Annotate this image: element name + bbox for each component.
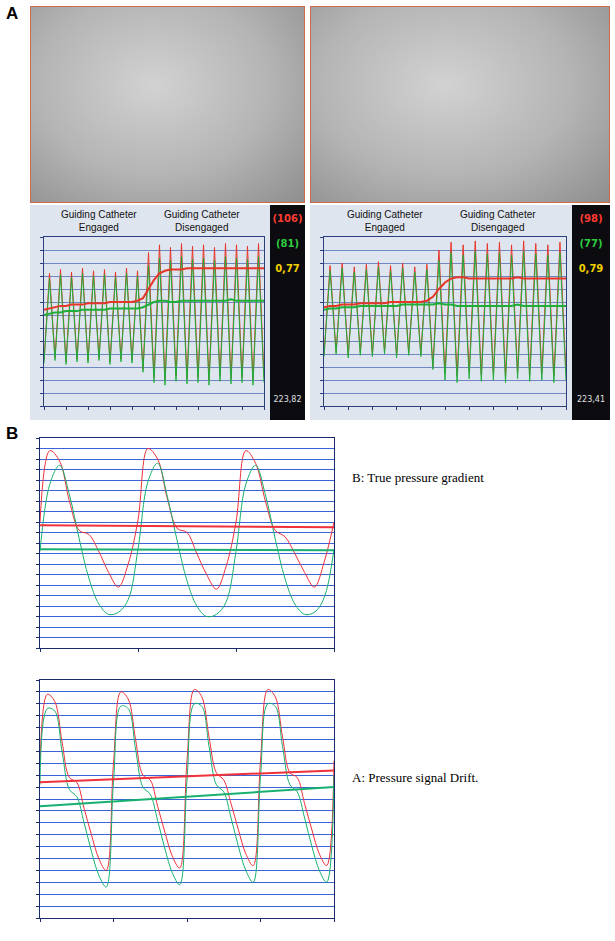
html-text:(106): (106) — [272, 213, 303, 224]
html-text:(81): (81) — [276, 238, 299, 249]
html-text:223,82: 223,82 — [273, 395, 302, 404]
svg-text:Guiding CatheterEngaged: Guiding CatheterEngaged — [347, 209, 423, 233]
svg-text:Guiding CatheterEngaged: Guiding CatheterEngaged — [61, 209, 137, 233]
html-text:B: True pressure gradient: B: True pressure gradient — [352, 470, 484, 485]
html-text:A: A — [6, 4, 19, 23]
html-text:(98): (98) — [579, 213, 603, 224]
html-text:B: B — [6, 424, 19, 443]
html-text:0,79: 0,79 — [578, 263, 604, 274]
html-text:A: Pressure signal Drift.: A: Pressure signal Drift. — [352, 770, 479, 785]
html-text:0,77: 0,77 — [275, 263, 300, 274]
html-text:(77): (77) — [579, 238, 603, 249]
html-text:223,41: 223,41 — [577, 395, 605, 404]
svg-text:Guiding CatheterDisengaged: Guiding CatheterDisengaged — [460, 209, 536, 233]
svg-text:Guiding CatheterDisengaged: Guiding CatheterDisengaged — [164, 209, 240, 233]
